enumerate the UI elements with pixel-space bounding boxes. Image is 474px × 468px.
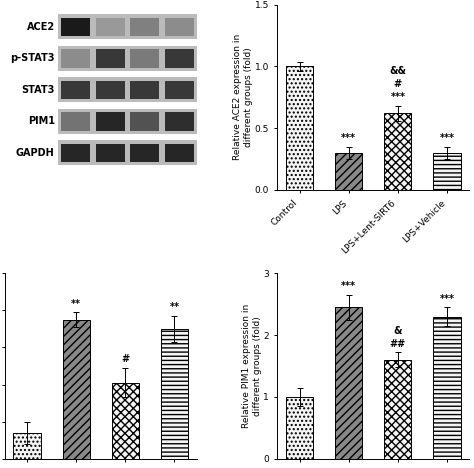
Bar xyxy=(58,46,197,71)
Bar xyxy=(61,18,90,36)
Text: &&: && xyxy=(389,66,406,76)
Text: &: & xyxy=(393,326,402,336)
Bar xyxy=(434,153,461,190)
Text: ***: *** xyxy=(341,281,356,291)
Bar xyxy=(96,112,125,131)
Bar xyxy=(130,18,159,36)
Bar xyxy=(161,329,188,459)
Bar xyxy=(165,49,194,68)
Bar xyxy=(96,80,125,99)
Bar xyxy=(112,383,139,459)
Text: ***: *** xyxy=(439,293,455,304)
Text: ACE2: ACE2 xyxy=(27,22,55,32)
Bar xyxy=(58,109,197,134)
Bar xyxy=(61,49,90,68)
Bar xyxy=(165,112,194,131)
Text: GAPDH: GAPDH xyxy=(16,148,55,158)
Y-axis label: Relative ACE2 expression in
different groups (fold): Relative ACE2 expression in different gr… xyxy=(233,34,253,161)
Bar xyxy=(384,360,411,459)
Bar xyxy=(335,307,362,459)
Bar xyxy=(165,18,194,36)
Text: ***: *** xyxy=(439,133,455,143)
Text: #: # xyxy=(121,354,129,364)
Bar xyxy=(58,15,197,39)
Bar xyxy=(58,77,197,102)
Bar xyxy=(61,112,90,131)
Text: ***: *** xyxy=(391,92,405,102)
Text: ***: *** xyxy=(341,133,356,143)
Bar xyxy=(286,397,313,459)
Bar xyxy=(96,144,125,162)
Bar xyxy=(335,153,362,190)
Bar xyxy=(61,144,90,162)
Bar xyxy=(58,140,197,165)
Text: **: ** xyxy=(169,302,180,312)
Bar xyxy=(130,144,159,162)
Text: p-STAT3: p-STAT3 xyxy=(10,53,55,64)
Bar xyxy=(434,316,461,459)
Bar xyxy=(13,433,40,459)
Text: #: # xyxy=(394,79,402,89)
Bar xyxy=(165,80,194,99)
Bar xyxy=(384,113,411,190)
Text: PIM1: PIM1 xyxy=(27,117,55,126)
Bar xyxy=(61,80,90,99)
Bar xyxy=(165,144,194,162)
Bar xyxy=(130,80,159,99)
Bar xyxy=(130,112,159,131)
Bar xyxy=(286,66,313,190)
Bar xyxy=(130,49,159,68)
Text: STAT3: STAT3 xyxy=(21,85,55,95)
Bar xyxy=(96,18,125,36)
Bar xyxy=(96,49,125,68)
Y-axis label: Relative PIM1 expression in
different groups (fold): Relative PIM1 expression in different gr… xyxy=(242,304,262,428)
Text: ##: ## xyxy=(390,339,406,349)
Bar xyxy=(63,320,90,459)
Text: **: ** xyxy=(71,299,81,308)
